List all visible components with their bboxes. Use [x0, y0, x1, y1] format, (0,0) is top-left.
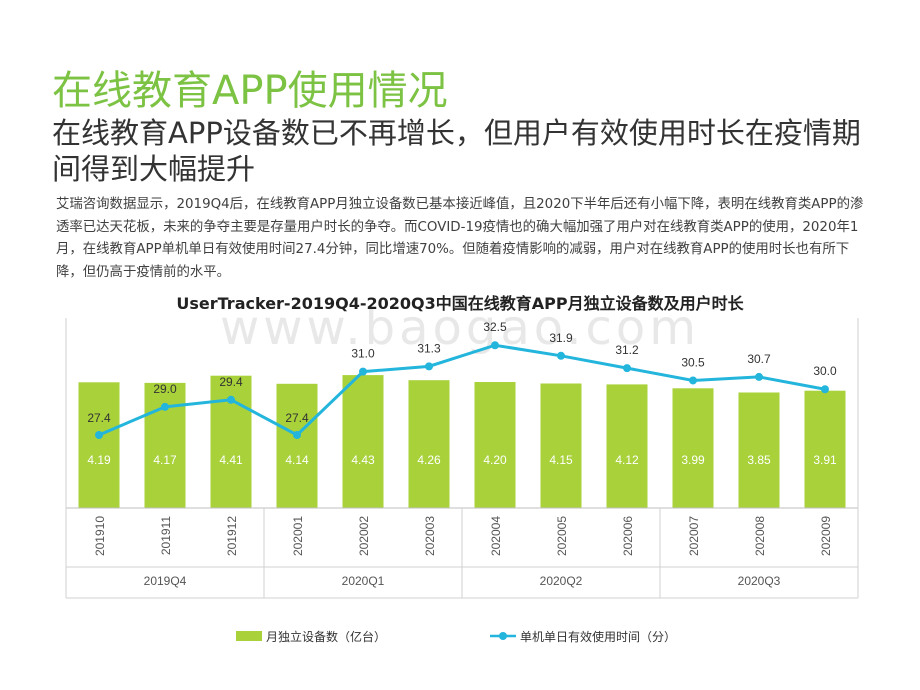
bar-value-label: 3.91: [813, 453, 837, 467]
line-point: [425, 362, 433, 371]
bar-value-label: 3.85: [747, 453, 771, 467]
line-value-label: 30.7: [747, 352, 771, 366]
line-point: [755, 372, 763, 381]
legend-line-label: 单机单日有效使用时间（分）: [520, 629, 676, 644]
bar: [606, 384, 648, 508]
category-label: 202009: [819, 516, 833, 556]
category-label: 201910: [93, 516, 107, 556]
line-value-label: 29.0: [153, 382, 177, 396]
line-point: [623, 364, 631, 373]
chart-title: UserTracker-2019Q4-2020Q3中国在线教育APP月独立设备数…: [176, 294, 744, 313]
legend-bar-swatch: [236, 631, 262, 641]
category-label: 201911: [159, 516, 173, 555]
bar: [540, 383, 582, 508]
category-label: 202004: [489, 516, 503, 556]
bar: [78, 382, 120, 508]
bar-value-label: 4.43: [351, 453, 375, 467]
bar: [672, 388, 714, 508]
quarter-label: 2019Q4: [144, 574, 187, 588]
slide-description: 艾瑞咨询数据显示，2019Q4后，在线教育APP月独立设备数已基本接近峰值，且2…: [56, 197, 864, 280]
bar: [474, 382, 516, 508]
bar-value-label: 4.17: [153, 453, 177, 467]
bar: [804, 390, 846, 508]
bar: [144, 382, 186, 508]
line-value-label: 29.4: [219, 375, 243, 389]
watermark: www.baogao.com: [220, 300, 701, 356]
category-label: 202001: [291, 516, 305, 556]
line-point: [821, 385, 829, 394]
bar-value-label: 4.14: [285, 453, 309, 467]
line-value-label: 27.4: [87, 411, 111, 425]
line-value-label: 27.4: [285, 411, 309, 425]
category-label: 202007: [687, 516, 701, 556]
bar-value-label: 4.26: [417, 453, 441, 467]
bar: [210, 375, 252, 508]
line-value-label: 31.0: [351, 347, 375, 361]
line-value-label: 31.9: [549, 331, 573, 345]
category-label: 202008: [753, 516, 767, 556]
line-value-label: 30.0: [813, 364, 837, 378]
category-label: 202002: [357, 516, 371, 556]
line-point: [359, 367, 367, 376]
line-point: [161, 402, 169, 411]
bar-value-label: 4.41: [219, 453, 243, 467]
category-label: 202006: [621, 516, 635, 556]
category-label: 201912: [225, 516, 239, 556]
slide-title: 在线教育APP使用情况: [52, 68, 448, 114]
bar-value-label: 4.12: [615, 453, 639, 467]
line-point: [95, 431, 103, 439]
bar: [408, 380, 450, 508]
bar: [738, 392, 780, 508]
line-point: [293, 431, 301, 439]
line-value-label: 32.5: [483, 320, 507, 334]
legend-line-marker: [499, 632, 507, 640]
bar: [342, 375, 384, 508]
line-point: [491, 341, 499, 350]
bar-value-label: 4.15: [549, 453, 573, 467]
bar-value-label: 3.99: [681, 453, 705, 467]
category-label: 202003: [423, 516, 437, 556]
quarter-label: 2020Q1: [342, 574, 385, 588]
line-point: [689, 376, 697, 385]
line-value-label: 30.5: [681, 355, 705, 369]
bar: [276, 383, 318, 508]
category-label: 202005: [555, 516, 569, 556]
line-value-label: 31.3: [417, 341, 441, 355]
line-point: [227, 395, 235, 404]
quarter-label: 2020Q2: [540, 574, 583, 588]
quarter-label: 2020Q3: [738, 574, 781, 588]
line-point: [557, 351, 565, 360]
line-series: [98, 343, 826, 437]
slide-subtitle: 在线教育APP设备数已不再增长，但用户有效使用时长在疫情期间得到大幅提升: [52, 116, 861, 186]
legend-bar-label: 月独立设备数（亿台）: [266, 629, 386, 644]
bar-value-label: 4.19: [87, 453, 111, 467]
bar-value-label: 4.20: [483, 453, 507, 467]
line-value-label: 31.2: [615, 343, 639, 357]
